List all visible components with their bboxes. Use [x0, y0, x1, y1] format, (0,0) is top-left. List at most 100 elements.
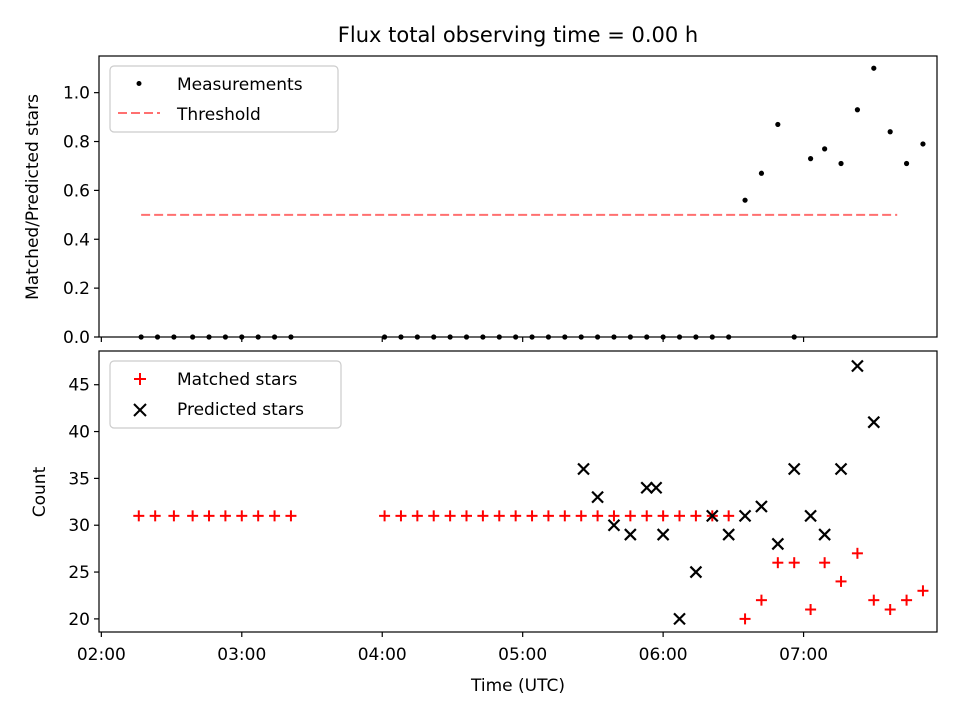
matched-star-point — [542, 510, 554, 522]
bottom-y-axis-label: Count — [30, 466, 50, 517]
bottom-ytick-label: 45 — [68, 376, 90, 396]
legend-matched-marker — [134, 373, 146, 385]
measurement-point — [887, 129, 893, 135]
matched-star-point — [690, 510, 702, 522]
predicted-star-point — [834, 462, 848, 476]
bottom-xtick-label: 05:00 — [498, 645, 547, 665]
bottom-xtick-label: 02:00 — [77, 645, 126, 665]
legend-predicted-label: Predicted stars — [177, 400, 304, 420]
predicted-star-point — [771, 537, 785, 551]
predicted-star-point — [607, 518, 621, 532]
bottom-plot-frame — [98, 350, 938, 633]
measurement-point — [854, 107, 861, 113]
predicted-star-point — [787, 462, 801, 476]
matched-star-point — [739, 613, 751, 625]
matched-star-point — [428, 510, 440, 522]
matched-star-point — [835, 575, 847, 587]
x-axis-label: Time (UTC) — [470, 676, 565, 696]
matched-star-point — [592, 510, 604, 522]
matched-star-point — [884, 604, 896, 616]
bottom-ytick-label: 20 — [68, 610, 90, 630]
predicted-star-point — [640, 481, 654, 495]
bottom-ytick-label: 40 — [68, 423, 90, 443]
bottom-legend-box — [109, 360, 342, 429]
predicted-star-point — [867, 415, 881, 429]
matched-star-point — [624, 510, 636, 522]
predicted-star-point — [649, 481, 663, 495]
matched-star-point — [917, 585, 929, 597]
bottom-x-axis-ticks: 02:00 03:00 04:00 05:00 06:00 07:00 — [77, 632, 828, 665]
matched-star-point — [444, 510, 456, 522]
top-plot-area: 0.0 0.2 0.4 0.6 0.8 1.0 — [63, 55, 938, 348]
matched-star-point — [805, 604, 817, 616]
matched-star-point — [379, 510, 391, 522]
matched-star-point — [203, 510, 215, 522]
top-ytick-label: 0.8 — [63, 133, 90, 153]
matched-star-point — [493, 510, 505, 522]
top-ytick-label: 0.4 — [63, 230, 90, 250]
top-ytick-label: 0.2 — [63, 279, 90, 299]
matched-star-point — [575, 510, 587, 522]
matched-star-point — [608, 510, 620, 522]
matched-star-point — [411, 510, 423, 522]
bottom-xtick-label: 07:00 — [779, 645, 828, 665]
bottom-ytick-label: 30 — [68, 516, 90, 536]
matched-star-point — [641, 510, 653, 522]
matched-star-point — [559, 510, 571, 522]
predicted-star-point — [706, 509, 719, 523]
predicted-star-point — [689, 565, 703, 579]
measurement-point — [903, 160, 910, 167]
bottom-xtick-label: 04:00 — [358, 645, 407, 665]
matched-star-point — [788, 557, 800, 569]
predicted-star-point — [804, 509, 817, 523]
predicted-star-point — [851, 359, 864, 373]
matched-star-point — [285, 510, 297, 522]
measurement-point — [838, 160, 844, 167]
matched-star-point — [133, 510, 145, 522]
measurement-point — [775, 121, 781, 128]
matched-star-point — [901, 594, 913, 606]
predicted-star-point — [591, 490, 604, 504]
legend-matched-label: Matched stars — [177, 370, 297, 390]
legend-measurements-marker — [136, 81, 142, 86]
legend-predicted-marker — [133, 403, 147, 417]
measurement-point — [920, 141, 926, 147]
measurement-point — [822, 146, 828, 152]
measurement-point — [742, 197, 748, 203]
matched-star-point — [219, 510, 231, 522]
matched-star-point — [819, 557, 831, 569]
top-ytick-label: 1.0 — [63, 84, 90, 104]
bottom-legend: Matched stars Predicted stars — [109, 360, 342, 429]
chart-title: Flux total observing time = 0.00 h — [338, 23, 698, 47]
matched-star-point — [477, 510, 489, 522]
predicted-star-point — [673, 612, 686, 626]
top-series-marks — [138, 65, 926, 340]
bottom-plot-area: 20 25 30 35 40 45 02:00 03:00 04:00 05:00 06:00 07… — [68, 350, 938, 665]
matched-star-point — [395, 510, 407, 522]
matched-star-point — [510, 510, 522, 522]
predicted-star-point — [656, 528, 670, 541]
matched-star-point — [168, 510, 180, 522]
predicted-star-point — [577, 462, 590, 476]
matched-star-point — [252, 510, 264, 522]
bottom-series-marks — [133, 359, 929, 626]
matched-star-point — [461, 510, 473, 522]
legend-threshold-label: Threshold — [176, 105, 261, 125]
legend-measurements-label: Measurements — [177, 75, 303, 95]
measurement-point — [807, 156, 814, 162]
measurement-point — [758, 170, 765, 176]
top-ytick-label: 0.6 — [63, 181, 90, 201]
bottom-ytick-label: 25 — [68, 563, 90, 583]
matched-star-point — [723, 510, 735, 522]
matched-star-point — [851, 547, 863, 559]
matched-star-point — [187, 510, 199, 522]
matched-star-point — [149, 510, 161, 522]
top-ytick-label: 0.0 — [63, 328, 90, 348]
matched-star-point — [236, 510, 248, 522]
predicted-star-point — [738, 509, 752, 523]
matched-star-point — [526, 510, 538, 522]
bottom-ytick-label: 35 — [68, 469, 90, 489]
matched-star-point — [755, 594, 767, 606]
matched-star-point — [868, 594, 880, 606]
